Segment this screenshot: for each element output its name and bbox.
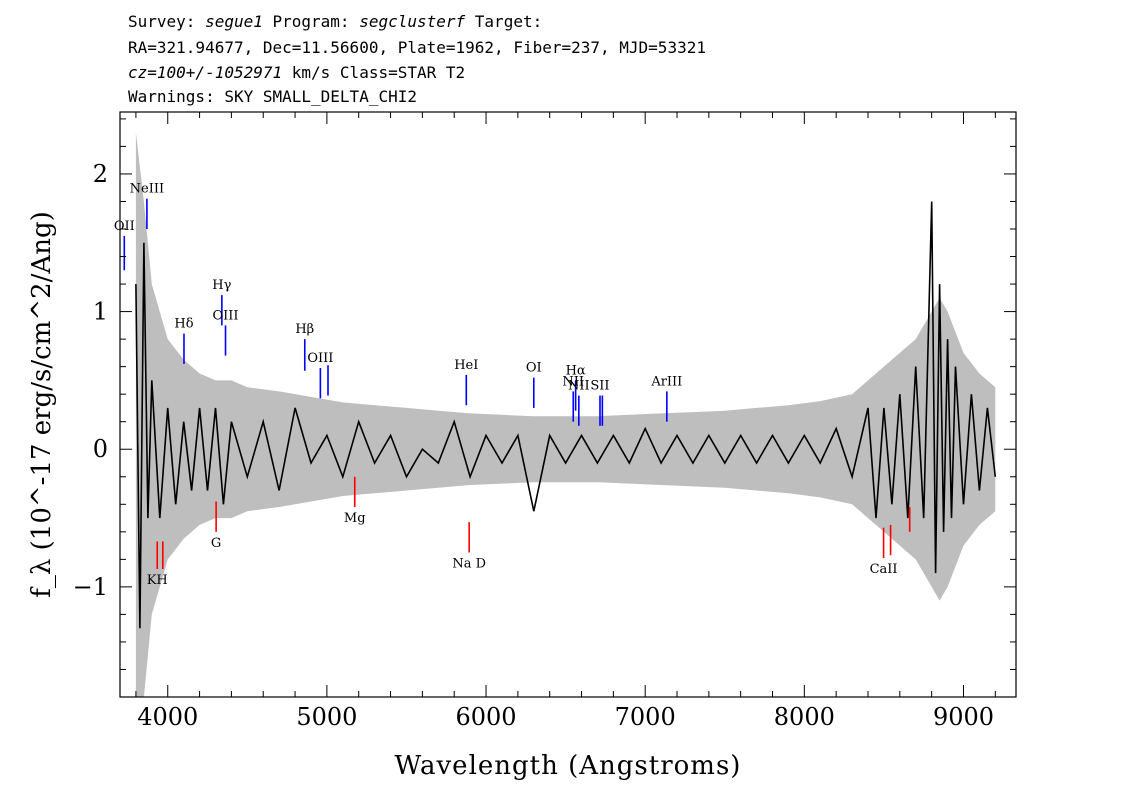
x-tick-label-3: 7000 — [615, 703, 676, 731]
emission-label-0: OII — [114, 219, 135, 234]
emission-label-2: Hδ — [174, 317, 193, 332]
emission-label-6: OIII — [307, 351, 333, 366]
emission-label-10: NII — [562, 374, 584, 389]
absorption-label-4: Na D — [452, 556, 486, 571]
absorption-label-3: Mg — [344, 511, 366, 526]
y-tick-label-1: 0 — [93, 435, 108, 463]
flux-line — [135, 201, 997, 629]
absorption-label-0: KH — [147, 573, 168, 588]
header-line-survey: Survey: segue1 Program: segclusterf Targ… — [128, 12, 542, 31]
emission-label-1: NeIII — [130, 182, 164, 197]
x-axis-label: Wavelength (Angstroms) — [395, 751, 742, 781]
emission-label-3: Hγ — [212, 278, 231, 293]
x-tick-label-0: 4000 — [137, 703, 198, 731]
emission-label-15: ArIII — [650, 374, 682, 389]
plot-frame — [119, 111, 1017, 698]
emission-label-11: Hα — [566, 363, 586, 378]
x-tick-label-1: 5000 — [296, 703, 357, 731]
y-tick-label-0: −1 — [73, 573, 108, 601]
emission-label-9: OI — [526, 361, 542, 376]
emission-label-13: SII — [590, 379, 609, 394]
absorption-label-2: G — [211, 536, 221, 551]
y-axis-label: f_λ (10^-17 erg/s/cm^2/Ang) — [27, 211, 57, 597]
absorption-label-5: CaII — [870, 562, 898, 577]
program-prefix: Program: — [262, 12, 360, 31]
header-line-redshift: cz=100+/-1052971 km/s Class=STAR T2 — [128, 63, 465, 82]
target-label: Target: — [465, 12, 543, 31]
survey-prefix: Survey: — [128, 12, 206, 31]
redshift-value: cz=100+/-1052971 — [128, 63, 283, 82]
x-tick-label-5: 9000 — [933, 703, 994, 731]
emission-label-8: HeI — [454, 358, 478, 373]
survey-name: segue1 — [205, 12, 263, 31]
emission-label-4: OIII — [212, 308, 238, 323]
x-tick-label-2: 6000 — [456, 703, 517, 731]
program-name: segclusterf — [359, 12, 466, 31]
header-line-warnings: Warnings: SKY SMALL_DELTA_CHI2 — [128, 87, 417, 106]
y-tick-label-2: 1 — [93, 298, 108, 326]
emission-label-12: NII — [568, 379, 590, 394]
class-label: km/s Class=STAR T2 — [282, 63, 466, 82]
x-tick-label-4: 8000 — [774, 703, 835, 731]
plot-area — [123, 132, 997, 697]
emission-label-5: Hβ — [295, 322, 314, 337]
header-line-coordinates: RA=321.94677, Dec=11.56600, Plate=1962, … — [128, 38, 706, 57]
error-band — [135, 132, 996, 697]
y-tick-label-3: 2 — [93, 160, 108, 188]
